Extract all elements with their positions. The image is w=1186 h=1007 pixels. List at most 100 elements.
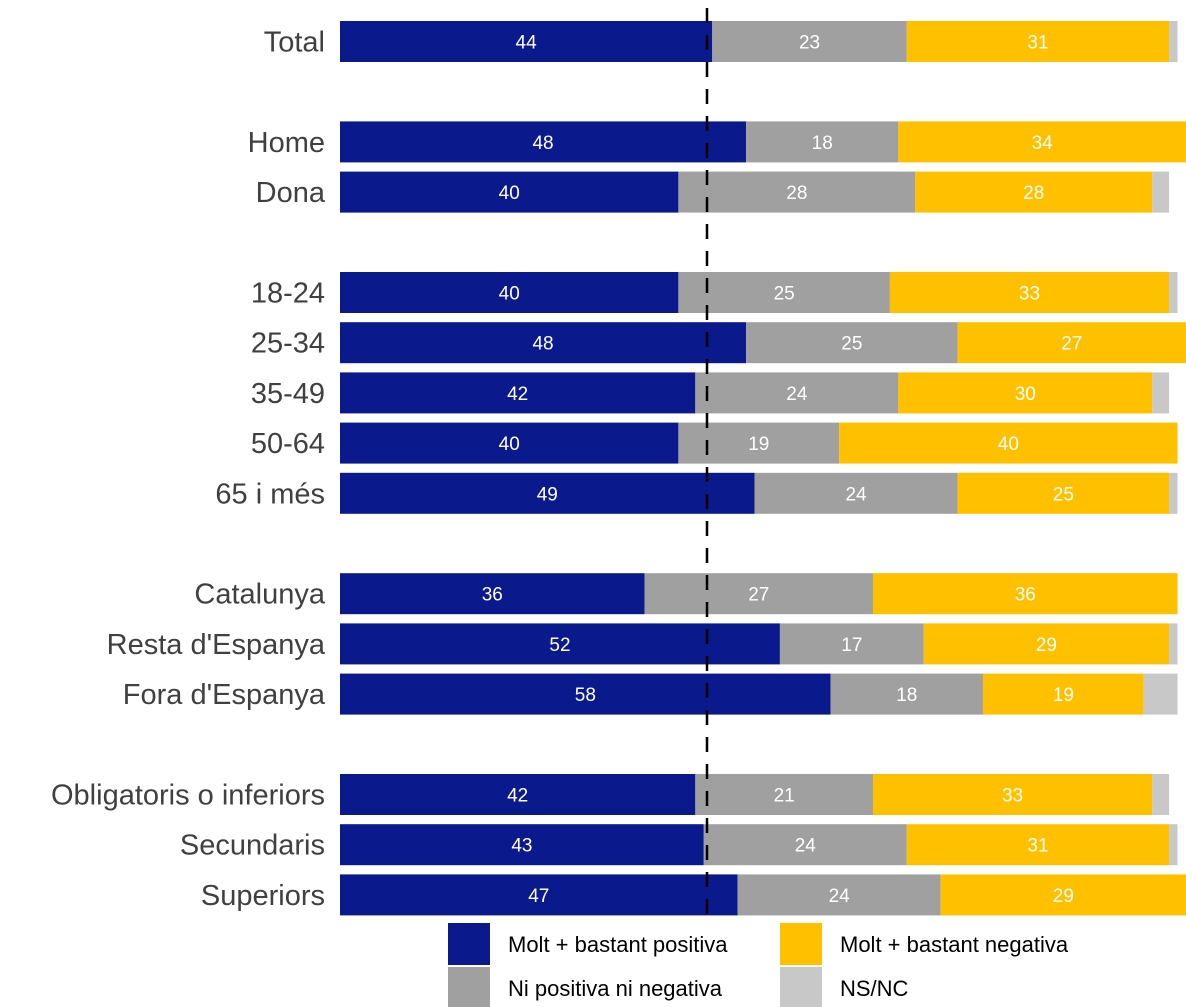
data-label-ni-positiva-ni-negativa-total: 23 bbox=[799, 33, 820, 54]
bar-segment-molt-bastant-positiva-secundaris bbox=[340, 824, 704, 866]
bar-segment-ns-nc-secundaris bbox=[1169, 824, 1178, 866]
data-label-molt-bastant-negativa-total: 31 bbox=[1027, 33, 1048, 54]
legend-label-ns-nc: NS/NC bbox=[840, 976, 909, 1001]
data-label-molt-bastant-positiva-50-64: 40 bbox=[499, 434, 520, 455]
data-label-ni-positiva-ni-negativa-secundaris: 24 bbox=[795, 836, 817, 857]
bars-layer bbox=[340, 21, 1186, 916]
bar-segment-ns-nc-obligatoris-o-inferiors bbox=[1152, 774, 1170, 815]
category-label-fora-d-espanya: Fora d'Espanya bbox=[123, 679, 326, 711]
bar-segment-molt-bastant-negativa-18-24 bbox=[889, 272, 1170, 313]
data-label-molt-bastant-negativa-50-64: 40 bbox=[998, 434, 1019, 455]
category-label-catalunya: Catalunya bbox=[194, 579, 325, 611]
data-label-molt-bastant-negativa-obligatoris-o-inferiors: 33 bbox=[1002, 786, 1023, 807]
data-label-molt-bastant-negativa-catalunya: 36 bbox=[1015, 585, 1036, 606]
data-label-molt-bastant-positiva-superiors: 47 bbox=[528, 886, 549, 907]
legend-swatch-molt-bastant-negativa bbox=[780, 923, 822, 965]
data-label-ni-positiva-ni-negativa-35-49: 24 bbox=[786, 384, 808, 405]
data-label-molt-bastant-positiva-total: 44 bbox=[516, 33, 538, 54]
data-label-molt-bastant-negativa-65-i-mes: 25 bbox=[1053, 484, 1074, 505]
bar-segment-molt-bastant-negativa-25-34 bbox=[957, 322, 1186, 364]
data-label-molt-bastant-positiva-obligatoris-o-inferiors: 42 bbox=[507, 786, 528, 807]
bar-segment-molt-bastant-negativa-total bbox=[906, 21, 1170, 62]
data-label-molt-bastant-negativa-18-24: 33 bbox=[1019, 284, 1040, 305]
bar-segment-molt-bastant-negativa-obligatoris-o-inferiors bbox=[872, 774, 1153, 815]
data-label-ni-positiva-ni-negativa-superiors: 24 bbox=[829, 886, 851, 907]
bar-segment-molt-bastant-positiva-obligatoris-o-inferiors bbox=[340, 774, 696, 815]
bar-segment-molt-bastant-positiva-50-64 bbox=[340, 422, 679, 464]
category-label-35-49: 35-49 bbox=[251, 378, 325, 410]
bar-segment-molt-bastant-negativa-secundaris bbox=[906, 824, 1170, 866]
category-label-50-64: 50-64 bbox=[251, 428, 325, 460]
bar-segment-molt-bastant-positiva-dona bbox=[340, 171, 679, 213]
bar-segment-molt-bastant-positiva-35-49 bbox=[340, 372, 696, 414]
legend-label-molt-bastant-negativa: Molt + bastant negativa bbox=[840, 932, 1069, 957]
bar-segment-ni-positiva-ni-negativa-catalunya bbox=[644, 573, 873, 615]
bar-segment-ni-positiva-ni-negativa-superiors bbox=[737, 874, 941, 916]
bar-segment-ns-nc-dona bbox=[1152, 171, 1170, 213]
bar-segment-molt-bastant-negativa-35-49 bbox=[898, 372, 1153, 414]
bar-segment-ns-nc-resta-d-espanya bbox=[1169, 623, 1178, 665]
data-label-ni-positiva-ni-negativa-18-24: 25 bbox=[774, 284, 795, 305]
bar-segment-molt-bastant-negativa-fora-d-espanya bbox=[982, 673, 1144, 715]
category-label-obligatoris-o-inferiors: Obligatoris o inferiors bbox=[51, 780, 325, 812]
legend-swatch-ni-positiva-ni-negativa bbox=[448, 967, 490, 1007]
category-label-superiors: Superiors bbox=[201, 880, 325, 912]
category-label-25-34: 25-34 bbox=[251, 328, 325, 360]
category-label-total: Total bbox=[264, 27, 325, 59]
legend-swatch-molt-bastant-positiva bbox=[448, 923, 490, 965]
data-label-molt-bastant-positiva-18-24: 40 bbox=[499, 284, 520, 305]
data-label-molt-bastant-negativa-35-49: 30 bbox=[1015, 384, 1036, 405]
bar-segment-ni-positiva-ni-negativa-18-24 bbox=[678, 272, 890, 313]
bar-segment-ns-nc-total bbox=[1169, 21, 1178, 62]
legend-swatch-ns-nc bbox=[780, 967, 822, 1007]
bar-segment-molt-bastant-positiva-superiors bbox=[340, 874, 738, 916]
bar-segment-molt-bastant-negativa-superiors bbox=[940, 874, 1186, 916]
category-label-home: Home bbox=[248, 127, 325, 159]
labels-layer: Total 44 23 31 Home 48 18 34 Dona 40 28 28 18-24 40 25… bbox=[51, 27, 1082, 912]
bar-segment-molt-bastant-positiva-total bbox=[340, 21, 713, 62]
bar-segment-molt-bastant-negativa-65-i-mes bbox=[957, 472, 1170, 514]
bar-segment-ni-positiva-ni-negativa-65-i-mes bbox=[754, 472, 958, 514]
bar-segment-ns-nc-35-49 bbox=[1152, 372, 1170, 414]
data-label-molt-bastant-negativa-superiors: 29 bbox=[1053, 886, 1074, 907]
legend-label-molt-bastant-positiva: Molt + bastant positiva bbox=[508, 932, 728, 957]
bar-segment-ni-positiva-ni-negativa-secundaris bbox=[703, 824, 907, 866]
bar-segment-ni-positiva-ni-negativa-25-34 bbox=[746, 322, 958, 364]
bar-segment-ni-positiva-ni-negativa-resta-d-espanya bbox=[779, 623, 924, 665]
data-label-molt-bastant-positiva-65-i-mes: 49 bbox=[537, 484, 558, 505]
data-label-molt-bastant-negativa-home: 34 bbox=[1032, 133, 1054, 154]
data-label-molt-bastant-positiva-catalunya: 36 bbox=[482, 585, 503, 606]
data-label-ni-positiva-ni-negativa-catalunya: 27 bbox=[748, 585, 769, 606]
legend-label-ni-positiva-ni-negativa: Ni positiva ni negativa bbox=[508, 976, 723, 1001]
category-label-65-i-mes: 65 i més bbox=[215, 478, 325, 510]
bar-segment-molt-bastant-negativa-home bbox=[898, 121, 1186, 163]
data-label-molt-bastant-positiva-fora-d-espanya: 58 bbox=[575, 685, 596, 706]
data-label-molt-bastant-negativa-dona: 28 bbox=[1023, 183, 1044, 204]
bar-segment-molt-bastant-positiva-catalunya bbox=[340, 573, 645, 615]
category-label-resta-d-espanya: Resta d'Espanya bbox=[107, 629, 326, 661]
bar-segment-molt-bastant-positiva-25-34 bbox=[340, 322, 747, 364]
data-label-molt-bastant-positiva-resta-d-espanya: 52 bbox=[549, 635, 570, 656]
bar-segment-molt-bastant-negativa-dona bbox=[915, 171, 1153, 213]
bar-segment-molt-bastant-positiva-18-24 bbox=[340, 272, 679, 313]
data-label-ni-positiva-ni-negativa-resta-d-espanya: 17 bbox=[841, 635, 862, 656]
data-label-ni-positiva-ni-negativa-65-i-mes: 24 bbox=[845, 484, 867, 505]
data-label-molt-bastant-negativa-resta-d-espanya: 29 bbox=[1036, 635, 1057, 656]
bar-segment-ns-nc-65-i-mes bbox=[1169, 472, 1178, 514]
data-label-molt-bastant-positiva-secundaris: 43 bbox=[511, 836, 532, 857]
category-label-secundaris: Secundaris bbox=[180, 830, 325, 862]
bar-segment-ni-positiva-ni-negativa-50-64 bbox=[678, 422, 840, 464]
data-label-molt-bastant-positiva-25-34: 48 bbox=[532, 334, 553, 355]
bar-segment-molt-bastant-positiva-home bbox=[340, 121, 747, 163]
data-label-molt-bastant-negativa-25-34: 27 bbox=[1061, 334, 1082, 355]
bar-segment-molt-bastant-negativa-50-64 bbox=[839, 422, 1178, 464]
category-label-18-24: 18-24 bbox=[251, 278, 325, 310]
bar-segment-ni-positiva-ni-negativa-home bbox=[746, 121, 899, 163]
bar-segment-molt-bastant-negativa-resta-d-espanya bbox=[923, 623, 1170, 665]
bar-segment-ns-nc-fora-d-espanya bbox=[1143, 673, 1178, 715]
data-label-ni-positiva-ni-negativa-50-64: 19 bbox=[748, 434, 769, 455]
data-label-molt-bastant-negativa-fora-d-espanya: 19 bbox=[1053, 685, 1074, 706]
bar-segment-ni-positiva-ni-negativa-total bbox=[712, 21, 907, 62]
bar-segment-molt-bastant-positiva-65-i-mes bbox=[340, 472, 755, 514]
